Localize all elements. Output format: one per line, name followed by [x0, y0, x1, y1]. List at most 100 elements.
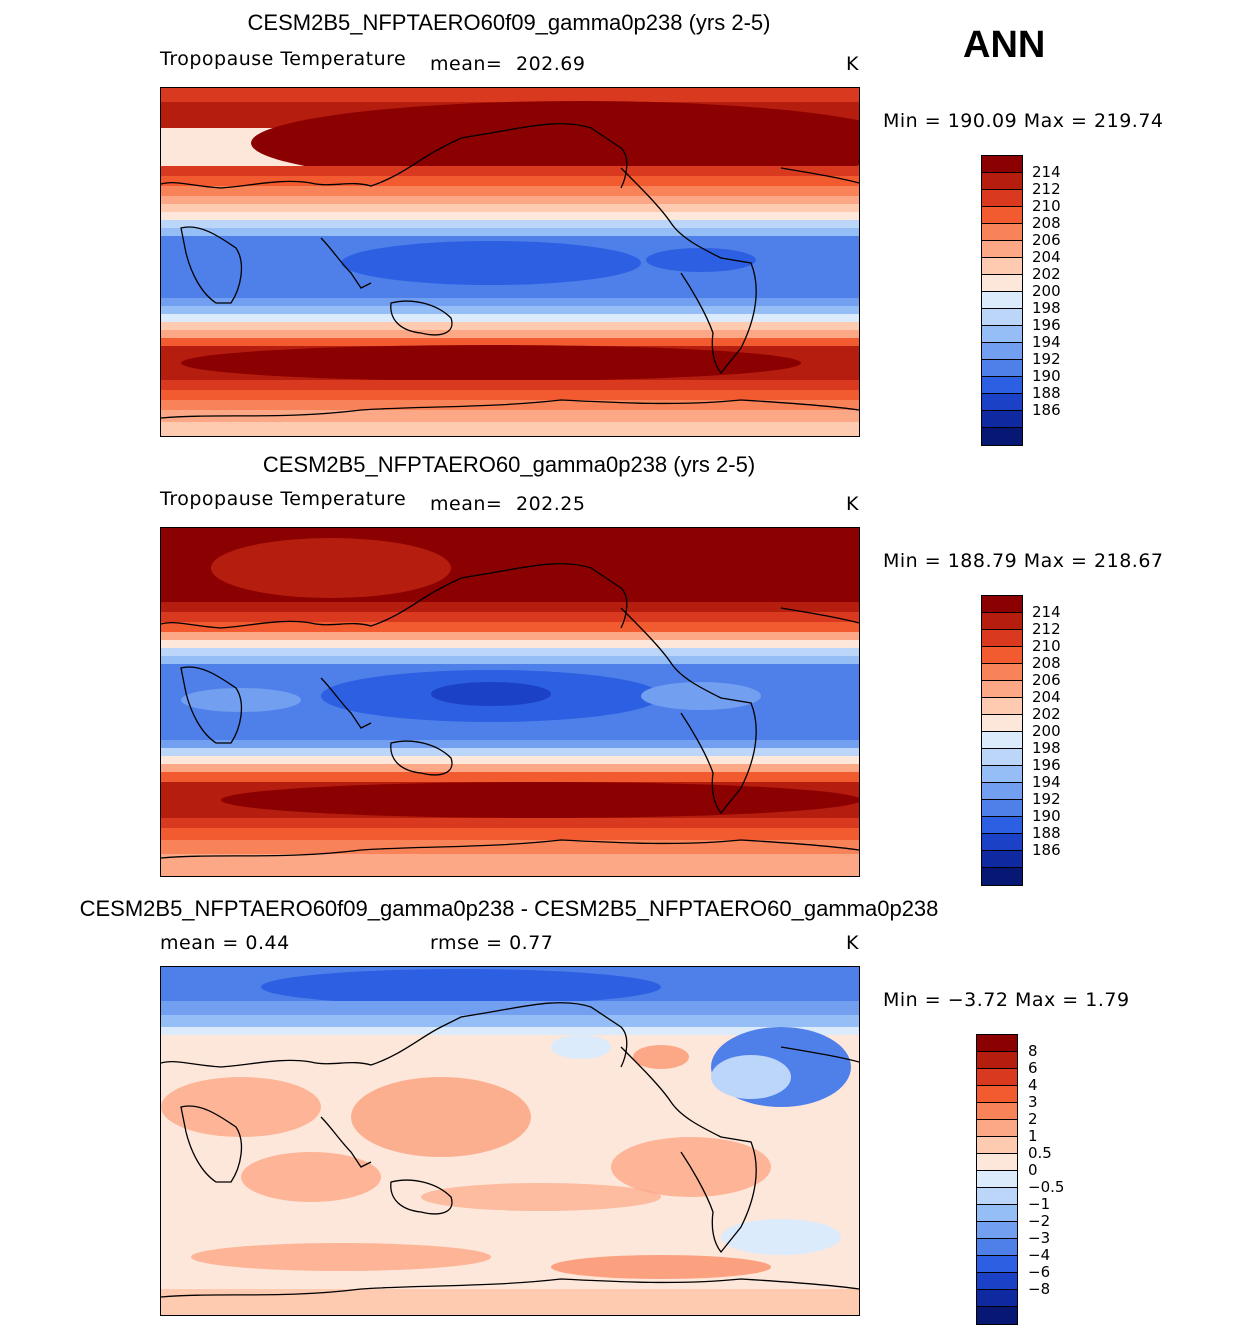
colorbar-label: 186	[1032, 401, 1061, 419]
panel-3-rmse: rmse = 0.77	[430, 932, 554, 954]
panel-3-minmax: Min = −3.72 Max = 1.79	[883, 989, 1130, 1011]
colorbar-swatch	[982, 698, 1022, 715]
colorbar-swatch	[982, 326, 1022, 343]
colorbar-label: −2	[1028, 1212, 1051, 1230]
colorbar-swatch	[982, 834, 1022, 851]
colorbar-label: 192	[1032, 350, 1061, 368]
colorbar-swatch	[982, 394, 1022, 411]
colorbar-label: 4	[1028, 1076, 1038, 1094]
colorbar-swatch	[982, 817, 1022, 834]
colorbar-label: 1	[1028, 1127, 1038, 1145]
colorbar-swatch	[982, 783, 1022, 800]
colorbar-swatch	[982, 647, 1022, 664]
colorbar-swatch	[982, 715, 1022, 732]
colorbar-label: 208	[1032, 654, 1061, 672]
panel-3-units: K	[846, 932, 859, 954]
colorbar-swatch	[982, 732, 1022, 749]
colorbar-swatch	[977, 1154, 1017, 1171]
colorbar-label: 202	[1032, 265, 1061, 283]
colorbar-swatch	[982, 377, 1022, 394]
panel-2-variable: Tropopause Temperature	[160, 488, 407, 510]
colorbar-swatch	[982, 190, 1022, 207]
panel-1-mean-label: mean=	[430, 53, 503, 75]
colorbar-label: 210	[1032, 197, 1061, 215]
colorbar-label: 188	[1032, 384, 1061, 402]
colorbar-swatch	[982, 292, 1022, 309]
colorbar-swatch	[977, 1205, 1017, 1222]
colorbar-swatch	[977, 1120, 1017, 1137]
colorbar-label: −3	[1028, 1229, 1051, 1247]
colorbar-label: 194	[1032, 333, 1061, 351]
colorbar-label: 214	[1032, 163, 1061, 181]
colorbar-label: 208	[1032, 214, 1061, 232]
panel-1-colorbar	[981, 155, 1023, 446]
panel-1-map	[160, 87, 860, 437]
colorbar-swatch	[982, 766, 1022, 783]
colorbar-swatch	[982, 800, 1022, 817]
colorbar-label: 190	[1032, 807, 1061, 825]
colorbar-swatch	[977, 1273, 1017, 1290]
colorbar-swatch	[982, 411, 1022, 428]
colorbar-label: 212	[1032, 180, 1061, 198]
colorbar-swatch	[982, 664, 1022, 681]
panel-3-map	[160, 966, 860, 1316]
panel-2-mean-value: 202.25	[516, 493, 586, 515]
colorbar-label: 198	[1032, 299, 1061, 317]
colorbar-label: 3	[1028, 1093, 1038, 1111]
colorbar-label: 2	[1028, 1110, 1038, 1128]
colorbar-swatch	[982, 224, 1022, 241]
colorbar-swatch	[977, 1137, 1017, 1154]
panel-3-colorbar	[976, 1034, 1018, 1325]
colorbar-label: 6	[1028, 1059, 1038, 1077]
colorbar-swatch	[982, 241, 1022, 258]
colorbar-label: 214	[1032, 603, 1061, 621]
panel-1-units: K	[846, 53, 859, 75]
colorbar-swatch	[977, 1256, 1017, 1273]
colorbar-swatch	[982, 258, 1022, 275]
colorbar-label: −4	[1028, 1246, 1051, 1264]
colorbar-swatch	[977, 1052, 1017, 1069]
colorbar-label: 8	[1028, 1042, 1038, 1060]
panel-1-variable: Tropopause Temperature	[160, 48, 407, 70]
panel-2-mean-label: mean=	[430, 493, 503, 515]
panel-2-colorbar	[981, 595, 1023, 886]
colorbar-swatch	[982, 207, 1022, 224]
colorbar-swatch	[982, 596, 1022, 613]
colorbar-label: 0.5	[1028, 1144, 1052, 1162]
panel-2-map	[160, 527, 860, 877]
colorbar-label: 192	[1032, 790, 1061, 808]
colorbar-swatch	[982, 343, 1022, 360]
colorbar-swatch	[977, 1069, 1017, 1086]
colorbar-swatch	[977, 1188, 1017, 1205]
colorbar-swatch	[977, 1103, 1017, 1120]
panel-2-units: K	[846, 493, 859, 515]
colorbar-swatch	[977, 1307, 1017, 1324]
colorbar-swatch	[982, 428, 1022, 445]
colorbar-label: 204	[1032, 248, 1061, 266]
colorbar-label: 194	[1032, 773, 1061, 791]
colorbar-swatch	[977, 1035, 1017, 1052]
colorbar-swatch	[982, 173, 1022, 190]
panel-1-title: CESM2B5_NFPTAERO60f09_gamma0p238 (yrs 2-…	[247, 10, 771, 35]
colorbar-label: 186	[1032, 841, 1061, 859]
panel-2-title: CESM2B5_NFPTAERO60_gamma0p238 (yrs 2-5)	[262, 452, 756, 477]
season-label: ANN	[963, 24, 1046, 66]
colorbar-swatch	[982, 275, 1022, 292]
colorbar-swatch	[982, 360, 1022, 377]
colorbar-label: 200	[1032, 282, 1061, 300]
colorbar-label: 206	[1032, 671, 1061, 689]
colorbar-label: −6	[1028, 1263, 1051, 1281]
colorbar-label: 202	[1032, 705, 1061, 723]
panel-3-title: CESM2B5_NFPTAERO60f09_gamma0p238 - CESM2…	[79, 896, 939, 921]
colorbar-swatch	[982, 868, 1022, 885]
colorbar-label: 196	[1032, 316, 1061, 334]
colorbar-label: 0	[1028, 1161, 1038, 1179]
colorbar-swatch	[982, 156, 1022, 173]
colorbar-label: −1	[1028, 1195, 1051, 1213]
colorbar-swatch	[982, 613, 1022, 630]
colorbar-label: 200	[1032, 722, 1061, 740]
colorbar-swatch	[982, 749, 1022, 766]
colorbar-label: 196	[1032, 756, 1061, 774]
colorbar-label: 206	[1032, 231, 1061, 249]
colorbar-swatch	[982, 309, 1022, 326]
